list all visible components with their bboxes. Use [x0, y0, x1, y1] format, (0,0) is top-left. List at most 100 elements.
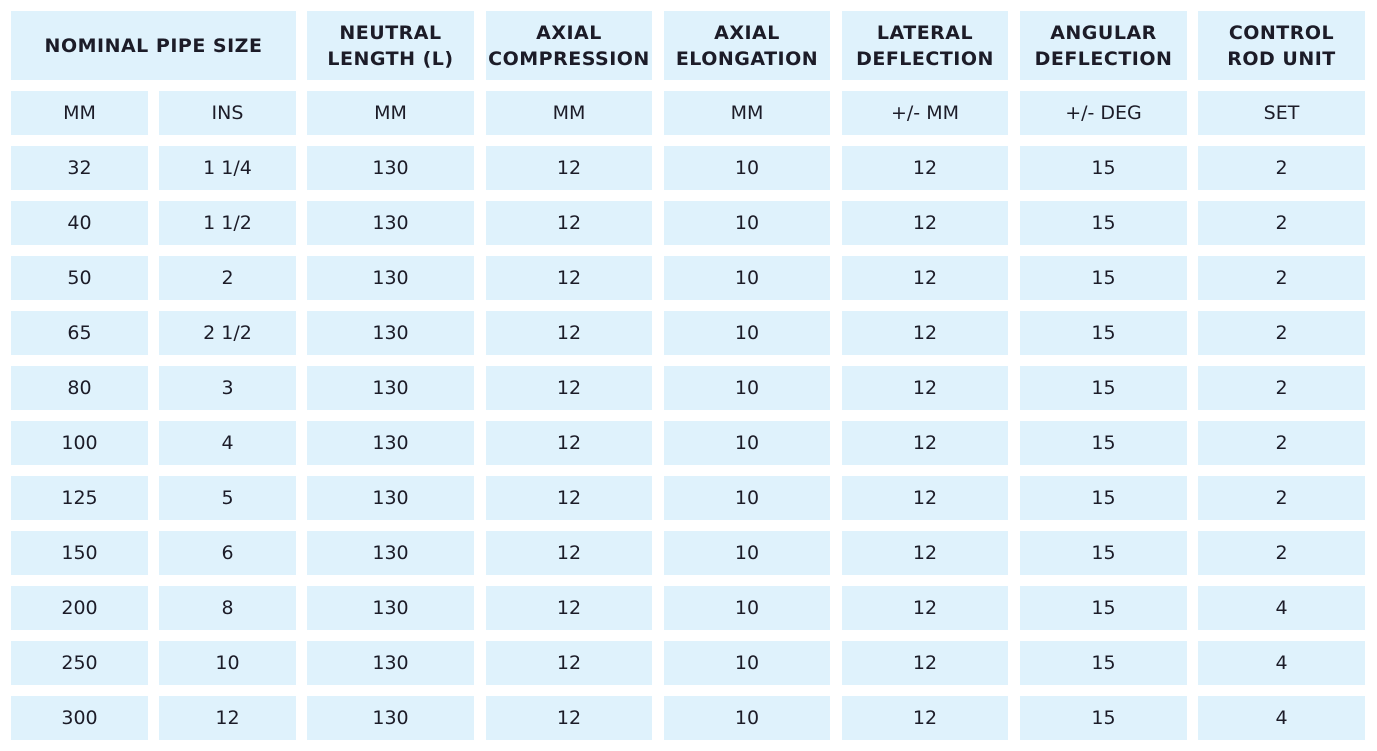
cell-text: 2: [1275, 267, 1288, 289]
cell-text: 12: [556, 212, 582, 234]
data-cell: 200: [11, 586, 148, 630]
cell-text: 2: [1275, 542, 1288, 564]
cell-text: ANGULAR: [1050, 21, 1157, 44]
cell-text: DEFLECTION: [1034, 47, 1173, 70]
cell-text: 12: [912, 377, 938, 399]
data-cell: 12: [842, 256, 1008, 300]
cell-text: 15: [1091, 377, 1116, 399]
cell-text: 12: [912, 322, 938, 344]
header-cell: NOMINAL PIPE SIZE: [11, 11, 296, 80]
data-cell: 2: [1198, 476, 1365, 520]
unit-cell: +/- MM: [842, 91, 1008, 135]
data-cell: 2: [1198, 531, 1365, 575]
data-cell: 12: [842, 311, 1008, 355]
cell-text: 130: [372, 377, 409, 399]
cell-text: 100: [61, 432, 98, 454]
data-cell: 32: [11, 146, 148, 190]
unit-cell: MM: [11, 91, 148, 135]
data-cell: 12: [486, 146, 652, 190]
data-cell: 40: [11, 201, 148, 245]
data-cell: 12: [842, 641, 1008, 685]
data-cell: 4: [1198, 586, 1365, 630]
data-cell: 12: [842, 531, 1008, 575]
cell-text: LATERAL: [876, 21, 974, 44]
cell-text: LENGTH (L): [327, 47, 454, 70]
data-cell: 12: [486, 586, 652, 630]
data-cell: 65: [11, 311, 148, 355]
data-cell: 10: [664, 256, 830, 300]
cell-text: MM: [63, 102, 96, 124]
cell-text: NOMINAL PIPE SIZE: [44, 34, 263, 57]
cell-text: 130: [372, 267, 409, 289]
data-cell: 10: [664, 586, 830, 630]
cell-text: 12: [912, 267, 938, 289]
unit-cell: INS: [159, 91, 296, 135]
data-cell: 15: [1020, 531, 1187, 575]
data-cell: 300: [11, 696, 148, 740]
cell-text: COMPRESSION: [488, 47, 650, 70]
data-cell: 130: [307, 476, 474, 520]
data-cell: 130: [307, 201, 474, 245]
cell-text: 2: [221, 267, 234, 289]
data-cell: 3: [159, 366, 296, 410]
data-cell: 130: [307, 696, 474, 740]
data-cell: 12: [159, 696, 296, 740]
cell-text: 130: [372, 322, 409, 344]
data-cell: 15: [1020, 641, 1187, 685]
cell-text: 150: [61, 542, 98, 564]
cell-text: 12: [556, 377, 582, 399]
cell-text: 4: [1275, 707, 1288, 729]
data-cell: 2: [1198, 366, 1365, 410]
data-cell: 130: [307, 586, 474, 630]
cell-text: 15: [1091, 432, 1116, 454]
data-cell: 15: [1020, 146, 1187, 190]
cell-text: 12: [556, 597, 582, 619]
data-cell: 12: [842, 421, 1008, 465]
data-cell: 130: [307, 421, 474, 465]
data-cell: 12: [486, 696, 652, 740]
header-cell: LATERAL DEFLECTION: [842, 11, 1008, 80]
data-cell: 10: [664, 366, 830, 410]
cell-text: INS: [211, 102, 244, 124]
header-cell: CONTROL ROD UNIT: [1198, 11, 1365, 80]
cell-text: 2: [1275, 487, 1288, 509]
cell-text: 5: [221, 487, 234, 509]
cell-text: 15: [1091, 707, 1116, 729]
data-cell: 10: [159, 641, 296, 685]
header-cell: NEUTRAL LENGTH (L): [307, 11, 474, 80]
header-cell: ANGULAR DEFLECTION: [1020, 11, 1187, 80]
cell-text: 130: [372, 597, 409, 619]
data-cell: 10: [664, 311, 830, 355]
data-cell: 130: [307, 146, 474, 190]
cell-text: CONTROL: [1228, 21, 1335, 44]
cell-text: MM: [374, 102, 407, 124]
data-cell: 12: [486, 256, 652, 300]
cell-text: 10: [734, 487, 760, 509]
data-cell: 12: [842, 696, 1008, 740]
data-cell: 2: [1198, 311, 1365, 355]
cell-text: 12: [556, 652, 582, 674]
cell-text: 15: [1091, 652, 1116, 674]
cell-text: 2: [1275, 322, 1288, 344]
cell-text: AXIAL: [536, 21, 602, 44]
cell-text: 2 1/2: [203, 322, 252, 344]
cell-text: 15: [1091, 487, 1116, 509]
data-cell: 12: [842, 146, 1008, 190]
cell-text: 1 1/4: [203, 157, 252, 179]
data-cell: 1 1/2: [159, 201, 296, 245]
data-cell: 130: [307, 311, 474, 355]
cell-text: AXIAL: [714, 21, 780, 44]
cell-text: 40: [67, 212, 92, 234]
cell-text: 2: [1275, 157, 1288, 179]
cell-text: 12: [912, 597, 938, 619]
cell-text: 12: [912, 487, 938, 509]
data-cell: 10: [664, 696, 830, 740]
data-cell: 10: [664, 641, 830, 685]
data-cell: 4: [1198, 641, 1365, 685]
cell-text: 15: [1091, 212, 1116, 234]
cell-text: 2: [1275, 377, 1288, 399]
cell-text: 15: [1091, 267, 1116, 289]
cell-text: 10: [734, 157, 760, 179]
cell-text: 12: [556, 542, 582, 564]
cell-text: 6: [221, 542, 234, 564]
